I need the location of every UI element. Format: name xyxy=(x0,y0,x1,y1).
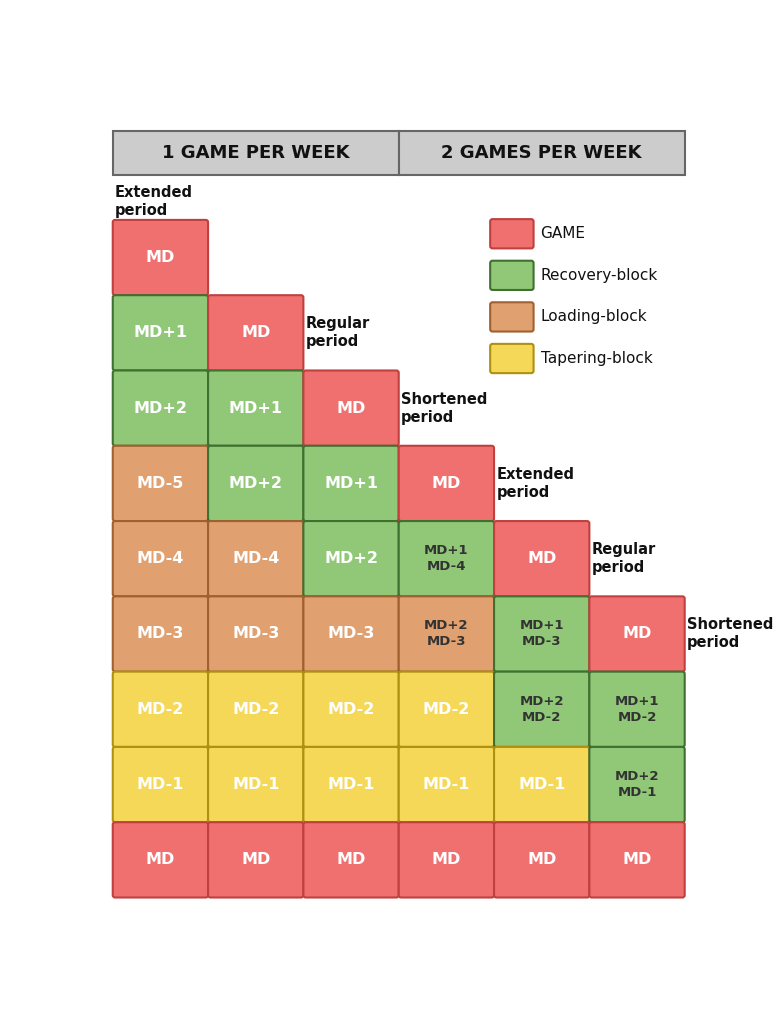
FancyBboxPatch shape xyxy=(113,672,208,746)
Text: MD+1
MD-3: MD+1 MD-3 xyxy=(520,620,564,648)
FancyBboxPatch shape xyxy=(590,746,685,822)
Text: MD-3: MD-3 xyxy=(232,627,279,641)
Text: MD: MD xyxy=(432,852,461,867)
Text: MD-4: MD-4 xyxy=(137,551,184,566)
Text: 2 GAMES PER WEEK: 2 GAMES PER WEEK xyxy=(441,144,642,162)
FancyBboxPatch shape xyxy=(398,746,494,822)
Text: MD: MD xyxy=(145,250,175,265)
Text: MD+2
MD-2: MD+2 MD-2 xyxy=(520,694,564,724)
FancyBboxPatch shape xyxy=(113,521,208,596)
Text: MD: MD xyxy=(336,852,366,867)
FancyBboxPatch shape xyxy=(590,596,685,672)
Text: MD-2: MD-2 xyxy=(137,701,184,717)
Text: MD-1: MD-1 xyxy=(518,777,566,793)
Text: MD+2: MD+2 xyxy=(229,476,282,490)
Text: 1 GAME PER WEEK: 1 GAME PER WEEK xyxy=(162,144,349,162)
FancyBboxPatch shape xyxy=(590,822,685,897)
FancyBboxPatch shape xyxy=(494,746,590,822)
Text: MD-1: MD-1 xyxy=(232,777,279,793)
FancyBboxPatch shape xyxy=(490,219,534,249)
Text: MD: MD xyxy=(622,627,652,641)
FancyBboxPatch shape xyxy=(303,521,398,596)
Text: MD-3: MD-3 xyxy=(328,627,375,641)
Text: Extended
period: Extended period xyxy=(496,467,574,500)
Text: Regular
period: Regular period xyxy=(306,316,370,349)
Text: MD: MD xyxy=(432,476,461,490)
Text: MD-1: MD-1 xyxy=(422,777,470,793)
Text: MD+1: MD+1 xyxy=(133,326,187,340)
Text: Shortened
period: Shortened period xyxy=(401,391,488,425)
Text: MD: MD xyxy=(527,852,556,867)
Text: MD: MD xyxy=(241,852,271,867)
FancyBboxPatch shape xyxy=(208,746,303,822)
Text: MD+2
MD-3: MD+2 MD-3 xyxy=(424,620,468,648)
FancyBboxPatch shape xyxy=(398,596,494,672)
FancyBboxPatch shape xyxy=(113,445,208,521)
FancyBboxPatch shape xyxy=(303,822,398,897)
Text: MD-4: MD-4 xyxy=(232,551,279,566)
FancyBboxPatch shape xyxy=(398,521,494,596)
FancyBboxPatch shape xyxy=(208,822,303,897)
FancyBboxPatch shape xyxy=(208,371,303,445)
FancyBboxPatch shape xyxy=(303,371,398,445)
Text: Loading-block: Loading-block xyxy=(541,309,647,325)
Text: MD+1
MD-2: MD+1 MD-2 xyxy=(615,694,659,724)
FancyBboxPatch shape xyxy=(113,596,208,672)
FancyBboxPatch shape xyxy=(398,672,494,746)
FancyBboxPatch shape xyxy=(303,596,398,672)
Text: MD-2: MD-2 xyxy=(422,701,470,717)
Text: MD+1: MD+1 xyxy=(324,476,378,490)
FancyBboxPatch shape xyxy=(303,672,398,746)
FancyBboxPatch shape xyxy=(494,822,590,897)
FancyBboxPatch shape xyxy=(208,521,303,596)
FancyBboxPatch shape xyxy=(590,672,685,746)
Text: Tapering-block: Tapering-block xyxy=(541,351,652,366)
Text: MD-1: MD-1 xyxy=(328,777,375,793)
FancyBboxPatch shape xyxy=(398,131,685,175)
Text: MD-3: MD-3 xyxy=(137,627,184,641)
FancyBboxPatch shape xyxy=(113,131,398,175)
Text: MD: MD xyxy=(241,326,271,340)
FancyBboxPatch shape xyxy=(490,302,534,332)
Text: MD: MD xyxy=(527,551,556,566)
Text: MD+2: MD+2 xyxy=(133,400,187,416)
FancyBboxPatch shape xyxy=(303,746,398,822)
FancyBboxPatch shape xyxy=(494,596,590,672)
Text: MD+2
MD-1: MD+2 MD-1 xyxy=(615,770,659,799)
Text: MD-1: MD-1 xyxy=(137,777,184,793)
FancyBboxPatch shape xyxy=(113,371,208,445)
FancyBboxPatch shape xyxy=(494,521,590,596)
FancyBboxPatch shape xyxy=(490,344,534,373)
FancyBboxPatch shape xyxy=(208,445,303,521)
FancyBboxPatch shape xyxy=(113,822,208,897)
Text: MD: MD xyxy=(336,400,366,416)
Text: MD-2: MD-2 xyxy=(232,701,279,717)
FancyBboxPatch shape xyxy=(113,220,208,295)
Text: MD+2: MD+2 xyxy=(324,551,378,566)
Text: Extended
period: Extended period xyxy=(115,184,193,217)
Text: MD-2: MD-2 xyxy=(328,701,375,717)
Text: MD: MD xyxy=(622,852,652,867)
FancyBboxPatch shape xyxy=(208,672,303,746)
Text: MD+1: MD+1 xyxy=(229,400,282,416)
Text: Regular
period: Regular period xyxy=(592,542,656,575)
FancyBboxPatch shape xyxy=(208,596,303,672)
Text: MD-5: MD-5 xyxy=(137,476,184,490)
Text: GAME: GAME xyxy=(541,226,586,242)
Text: Shortened
period: Shortened period xyxy=(687,617,773,650)
Text: MD+1
MD-4: MD+1 MD-4 xyxy=(424,544,468,573)
FancyBboxPatch shape xyxy=(113,746,208,822)
Text: Recovery-block: Recovery-block xyxy=(541,268,658,283)
FancyBboxPatch shape xyxy=(303,445,398,521)
Text: MD: MD xyxy=(145,852,175,867)
FancyBboxPatch shape xyxy=(113,295,208,371)
FancyBboxPatch shape xyxy=(494,672,590,746)
FancyBboxPatch shape xyxy=(398,445,494,521)
FancyBboxPatch shape xyxy=(398,822,494,897)
FancyBboxPatch shape xyxy=(490,261,534,290)
FancyBboxPatch shape xyxy=(208,295,303,371)
